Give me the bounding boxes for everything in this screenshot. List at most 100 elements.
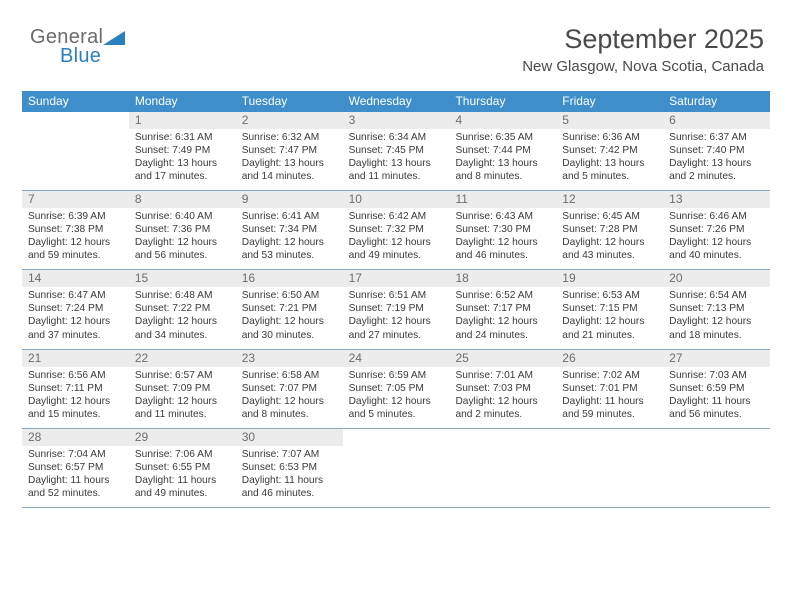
week-row: 21222324252627Sunrise: 6:56 AMSunset: 7:…	[22, 350, 770, 429]
day-cell: Sunrise: 6:39 AMSunset: 7:38 PMDaylight:…	[22, 208, 129, 269]
day-cell: Sunrise: 6:40 AMSunset: 7:36 PMDaylight:…	[129, 208, 236, 269]
sunrise-line: Sunrise: 6:53 AM	[562, 289, 657, 302]
sunset-line: Sunset: 7:13 PM	[669, 302, 764, 315]
daylight-line: Daylight: 12 hours and 18 minutes.	[669, 315, 764, 341]
day-cell: Sunrise: 6:36 AMSunset: 7:42 PMDaylight:…	[556, 129, 663, 190]
sunrise-line: Sunrise: 6:45 AM	[562, 210, 657, 223]
daynum-band: 282930	[22, 429, 770, 446]
sunrise-line: Sunrise: 6:34 AM	[349, 131, 444, 144]
daylight-line: Daylight: 13 hours and 17 minutes.	[135, 157, 230, 183]
daylight-line: Daylight: 12 hours and 21 minutes.	[562, 315, 657, 341]
daylight-line: Daylight: 12 hours and 24 minutes.	[455, 315, 550, 341]
day-cell	[556, 446, 663, 507]
weekday-header: Thursday	[449, 91, 556, 112]
sunrise-line: Sunrise: 6:48 AM	[135, 289, 230, 302]
sunrise-line: Sunrise: 6:40 AM	[135, 210, 230, 223]
day-cell: Sunrise: 7:04 AMSunset: 6:57 PMDaylight:…	[22, 446, 129, 507]
daylight-line: Daylight: 13 hours and 5 minutes.	[562, 157, 657, 183]
daylight-line: Daylight: 12 hours and 2 minutes.	[455, 395, 550, 421]
sunrise-line: Sunrise: 6:59 AM	[349, 369, 444, 382]
day-cell: Sunrise: 6:47 AMSunset: 7:24 PMDaylight:…	[22, 287, 129, 348]
daylight-line: Daylight: 12 hours and 27 minutes.	[349, 315, 444, 341]
sunset-line: Sunset: 7:22 PM	[135, 302, 230, 315]
sunset-line: Sunset: 7:47 PM	[242, 144, 337, 157]
sunrise-line: Sunrise: 6:47 AM	[28, 289, 123, 302]
day-cell: Sunrise: 6:31 AMSunset: 7:49 PMDaylight:…	[129, 129, 236, 190]
calendar-page: General Blue September 2025 New Glasgow,…	[0, 0, 792, 612]
day-number: 2	[236, 112, 343, 129]
sunset-line: Sunset: 7:38 PM	[28, 223, 123, 236]
daylight-line: Daylight: 12 hours and 15 minutes.	[28, 395, 123, 421]
daylight-line: Daylight: 11 hours and 49 minutes.	[135, 474, 230, 500]
sunrise-line: Sunrise: 6:41 AM	[242, 210, 337, 223]
sunset-line: Sunset: 7:01 PM	[562, 382, 657, 395]
logo-triangle-icon	[103, 31, 125, 45]
daylight-line: Daylight: 12 hours and 59 minutes.	[28, 236, 123, 262]
day-cell: Sunrise: 6:59 AMSunset: 7:05 PMDaylight:…	[343, 367, 450, 428]
sunrise-line: Sunrise: 6:42 AM	[349, 210, 444, 223]
day-number	[663, 429, 770, 446]
sunrise-line: Sunrise: 7:04 AM	[28, 448, 123, 461]
week-body-row: Sunrise: 6:56 AMSunset: 7:11 PMDaylight:…	[22, 367, 770, 428]
sunset-line: Sunset: 7:17 PM	[455, 302, 550, 315]
day-number: 8	[129, 191, 236, 208]
sunset-line: Sunset: 6:59 PM	[669, 382, 764, 395]
day-cell	[22, 129, 129, 190]
sunset-line: Sunset: 7:21 PM	[242, 302, 337, 315]
sunset-line: Sunset: 6:57 PM	[28, 461, 123, 474]
daylight-line: Daylight: 13 hours and 2 minutes.	[669, 157, 764, 183]
sunset-line: Sunset: 7:24 PM	[28, 302, 123, 315]
sunrise-line: Sunrise: 7:07 AM	[242, 448, 337, 461]
weekday-header: Tuesday	[236, 91, 343, 112]
day-number: 27	[663, 350, 770, 367]
daylight-line: Daylight: 12 hours and 37 minutes.	[28, 315, 123, 341]
sunrise-line: Sunrise: 7:02 AM	[562, 369, 657, 382]
day-number: 22	[129, 350, 236, 367]
daylight-line: Daylight: 13 hours and 11 minutes.	[349, 157, 444, 183]
day-cell	[663, 446, 770, 507]
daylight-line: Daylight: 11 hours and 56 minutes.	[669, 395, 764, 421]
day-number: 3	[343, 112, 450, 129]
day-cell	[343, 446, 450, 507]
calendar-grid: SundayMondayTuesdayWednesdayThursdayFrid…	[22, 91, 770, 508]
daylight-line: Daylight: 12 hours and 11 minutes.	[135, 395, 230, 421]
day-number: 30	[236, 429, 343, 446]
day-number: 19	[556, 270, 663, 287]
sunset-line: Sunset: 7:30 PM	[455, 223, 550, 236]
day-cell: Sunrise: 6:45 AMSunset: 7:28 PMDaylight:…	[556, 208, 663, 269]
daylight-line: Daylight: 11 hours and 59 minutes.	[562, 395, 657, 421]
week-row: 78910111213Sunrise: 6:39 AMSunset: 7:38 …	[22, 191, 770, 270]
sunset-line: Sunset: 7:05 PM	[349, 382, 444, 395]
day-number: 17	[343, 270, 450, 287]
day-number: 13	[663, 191, 770, 208]
day-number: 6	[663, 112, 770, 129]
day-number: 14	[22, 270, 129, 287]
sunset-line: Sunset: 7:32 PM	[349, 223, 444, 236]
weekday-header: Monday	[129, 91, 236, 112]
daylight-line: Daylight: 12 hours and 53 minutes.	[242, 236, 337, 262]
week-body-row: Sunrise: 6:31 AMSunset: 7:49 PMDaylight:…	[22, 129, 770, 190]
sunset-line: Sunset: 7:03 PM	[455, 382, 550, 395]
day-number: 11	[449, 191, 556, 208]
sunrise-line: Sunrise: 6:39 AM	[28, 210, 123, 223]
sunrise-line: Sunrise: 6:32 AM	[242, 131, 337, 144]
day-number: 26	[556, 350, 663, 367]
sunrise-line: Sunrise: 6:43 AM	[455, 210, 550, 223]
week-body-row: Sunrise: 6:39 AMSunset: 7:38 PMDaylight:…	[22, 208, 770, 269]
day-cell: Sunrise: 7:01 AMSunset: 7:03 PMDaylight:…	[449, 367, 556, 428]
day-cell: Sunrise: 6:58 AMSunset: 7:07 PMDaylight:…	[236, 367, 343, 428]
location-line: New Glasgow, Nova Scotia, Canada	[22, 58, 764, 75]
day-cell: Sunrise: 7:07 AMSunset: 6:53 PMDaylight:…	[236, 446, 343, 507]
day-number: 16	[236, 270, 343, 287]
sunrise-line: Sunrise: 6:31 AM	[135, 131, 230, 144]
day-number: 10	[343, 191, 450, 208]
day-number	[449, 429, 556, 446]
day-number	[556, 429, 663, 446]
weekday-header-row: SundayMondayTuesdayWednesdayThursdayFrid…	[22, 91, 770, 112]
day-number: 15	[129, 270, 236, 287]
daylight-line: Daylight: 12 hours and 34 minutes.	[135, 315, 230, 341]
sunrise-line: Sunrise: 6:50 AM	[242, 289, 337, 302]
sunset-line: Sunset: 7:49 PM	[135, 144, 230, 157]
day-number: 1	[129, 112, 236, 129]
weekday-header: Sunday	[22, 91, 129, 112]
